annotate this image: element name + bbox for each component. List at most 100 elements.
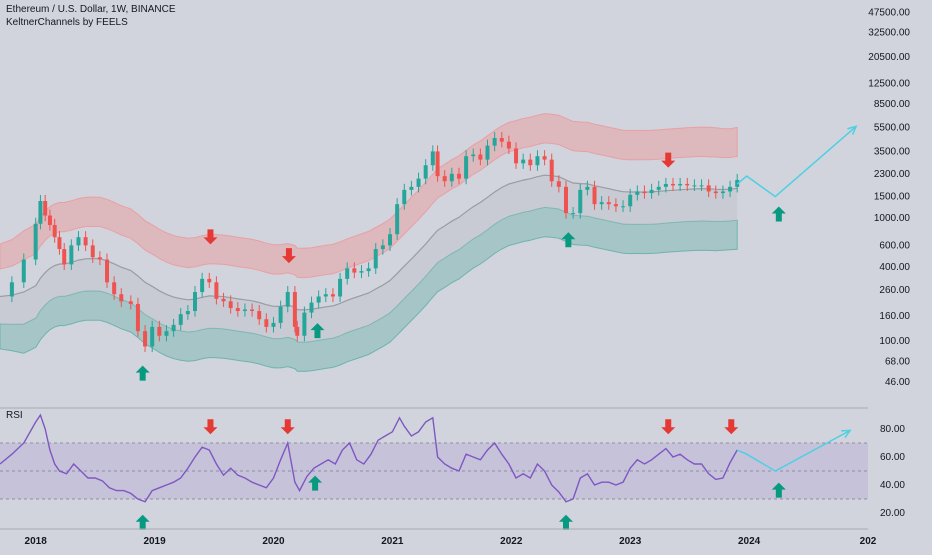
price-tick-label: 47500.00 bbox=[868, 7, 910, 18]
candle-body bbox=[663, 183, 668, 187]
rsi-tick-label: 80.00 bbox=[880, 424, 905, 435]
candle-body bbox=[642, 191, 647, 194]
sell-arrow-icon bbox=[281, 248, 296, 264]
candle-body bbox=[52, 224, 57, 238]
candle-body bbox=[47, 215, 52, 225]
candle-body bbox=[38, 200, 43, 224]
candle bbox=[157, 320, 162, 342]
candle bbox=[47, 209, 52, 231]
candle bbox=[506, 135, 511, 155]
sell-arrow-icon bbox=[661, 152, 676, 168]
candle bbox=[366, 262, 371, 277]
candle-body bbox=[485, 145, 490, 160]
symbol-title[interactable]: Ethereum / U.S. Dollar, 1W, BINANCE bbox=[6, 4, 176, 15]
candle-body bbox=[649, 189, 654, 194]
candle-body bbox=[606, 202, 611, 205]
candle bbox=[143, 325, 148, 353]
candle-body bbox=[366, 268, 371, 272]
candle-body bbox=[499, 138, 504, 142]
rsi-tick-label: 60.00 bbox=[880, 452, 905, 463]
candle-body bbox=[135, 303, 140, 332]
candle-body bbox=[345, 268, 350, 279]
candle bbox=[330, 288, 335, 303]
candle-body bbox=[388, 234, 393, 246]
candle-body bbox=[621, 206, 626, 208]
candle-body bbox=[685, 183, 690, 186]
candle-body bbox=[200, 278, 205, 293]
candle bbox=[128, 295, 133, 310]
candle bbox=[699, 179, 704, 191]
candle-body bbox=[423, 165, 428, 179]
candle bbox=[57, 231, 62, 255]
time-tick-label: 2022 bbox=[500, 536, 523, 547]
candle-body bbox=[9, 282, 14, 297]
time-tick-label: 2018 bbox=[25, 536, 48, 547]
sell-arrow-icon bbox=[203, 419, 218, 435]
candle bbox=[535, 150, 540, 171]
candle bbox=[380, 239, 385, 255]
sell-arrow-icon bbox=[661, 419, 676, 435]
candle-body bbox=[678, 183, 683, 186]
candle-body bbox=[585, 186, 590, 190]
candle-body bbox=[207, 278, 212, 283]
basis-shade bbox=[0, 175, 738, 343]
indicator-title[interactable]: KeltnerChannels by FEELS bbox=[6, 17, 128, 28]
candle-body bbox=[692, 185, 697, 187]
buy-arrow-icon bbox=[558, 514, 573, 530]
candle-body bbox=[373, 249, 378, 269]
price-tick-label: 12500.00 bbox=[868, 79, 910, 90]
candle bbox=[373, 243, 378, 274]
candle-body bbox=[143, 331, 148, 347]
candle-body bbox=[228, 301, 233, 309]
price-tick-label: 46.00 bbox=[885, 377, 910, 388]
candle-body bbox=[542, 156, 547, 160]
candle bbox=[242, 303, 247, 317]
price-tick-label: 600.00 bbox=[879, 240, 910, 251]
price-tick-label: 8500.00 bbox=[874, 99, 911, 110]
candle-body bbox=[90, 245, 95, 258]
candle-body bbox=[112, 282, 117, 295]
candle-body bbox=[528, 159, 533, 166]
candle-body bbox=[257, 311, 262, 320]
candle-body bbox=[157, 326, 162, 336]
candle-body bbox=[278, 306, 283, 323]
candle-body bbox=[62, 249, 67, 265]
candle-body bbox=[728, 186, 733, 192]
upper-band bbox=[0, 113, 738, 279]
candle bbox=[402, 183, 407, 210]
price-tick-label: 32500.00 bbox=[868, 28, 910, 39]
candle-body bbox=[164, 331, 169, 336]
candle bbox=[171, 318, 176, 337]
candle-body bbox=[264, 319, 269, 327]
price-tick-label: 1500.00 bbox=[874, 192, 911, 203]
candle-body bbox=[521, 159, 526, 164]
candle bbox=[556, 175, 561, 193]
candle-body bbox=[409, 186, 414, 190]
candle-body bbox=[506, 141, 511, 149]
candle bbox=[578, 183, 583, 219]
candle bbox=[435, 145, 440, 182]
price-tick-label: 20500.00 bbox=[868, 52, 910, 63]
rsi-tick-label: 40.00 bbox=[880, 480, 905, 491]
candle bbox=[214, 276, 219, 305]
candle bbox=[62, 243, 67, 270]
axes: 47500.00 32500.00 20500.00 12500.00 8500.00 5… bbox=[0, 7, 910, 547]
candle-body bbox=[571, 213, 576, 215]
rsi-label[interactable]: RSI bbox=[6, 410, 23, 421]
candle-body bbox=[713, 191, 718, 194]
candle bbox=[200, 272, 205, 298]
candle-body bbox=[430, 151, 435, 166]
candle bbox=[185, 304, 190, 320]
candle-body bbox=[83, 237, 88, 246]
price-tick-label: 68.00 bbox=[885, 356, 910, 367]
candle-body bbox=[442, 176, 447, 182]
candle bbox=[295, 320, 300, 342]
candle bbox=[228, 295, 233, 314]
candle-body bbox=[338, 278, 343, 297]
time-tick-label: 2023 bbox=[619, 536, 642, 547]
price-tick-label: 100.00 bbox=[879, 336, 910, 347]
buy-arrow-icon bbox=[561, 232, 576, 248]
candle-body bbox=[416, 178, 421, 187]
candle bbox=[164, 325, 169, 342]
